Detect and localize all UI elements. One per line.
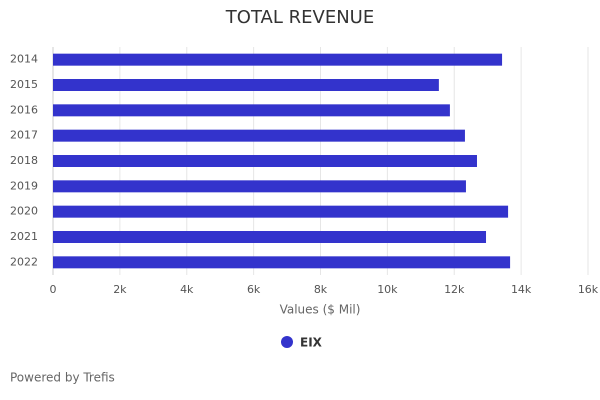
bar: [53, 79, 439, 91]
x-tick-label: 14k: [511, 283, 532, 296]
x-tick-label: 8k: [314, 283, 328, 296]
x-tick-label: 2k: [113, 283, 127, 296]
footer: Powered by Trefis: [10, 371, 115, 385]
y-tick-label: 2021: [10, 230, 38, 243]
x-axis-label: Values ($ Mil): [280, 303, 361, 317]
y-tick-label: 2014: [10, 53, 38, 66]
legend-marker: [281, 336, 293, 348]
y-tick-label: 2016: [10, 103, 38, 116]
bar: [53, 231, 487, 243]
x-tick-label: 4k: [180, 283, 194, 296]
y-tick-label: 2015: [10, 78, 38, 91]
y-tick-label: 2018: [10, 154, 38, 167]
bar: [53, 180, 466, 193]
bar: [53, 129, 465, 142]
legend-label: EIX: [300, 336, 323, 350]
bar: [53, 53, 503, 66]
x-tick-label: 6k: [247, 283, 261, 296]
chart-title: TOTAL REVENUE: [225, 7, 374, 28]
x-tick-label: 12k: [444, 283, 465, 296]
bar: [53, 205, 509, 218]
y-tick-label: 2020: [10, 205, 38, 218]
y-tick-label: 2017: [10, 129, 38, 142]
bar: [53, 256, 511, 269]
y-tick-label: 2022: [10, 255, 38, 268]
x-tick-label: 0: [50, 283, 57, 296]
x-tick-label: 16k: [578, 283, 599, 296]
y-tick-label: 2019: [10, 179, 38, 192]
x-tick-label: 10k: [377, 283, 398, 296]
bar: [53, 155, 477, 167]
bar: [53, 104, 450, 117]
